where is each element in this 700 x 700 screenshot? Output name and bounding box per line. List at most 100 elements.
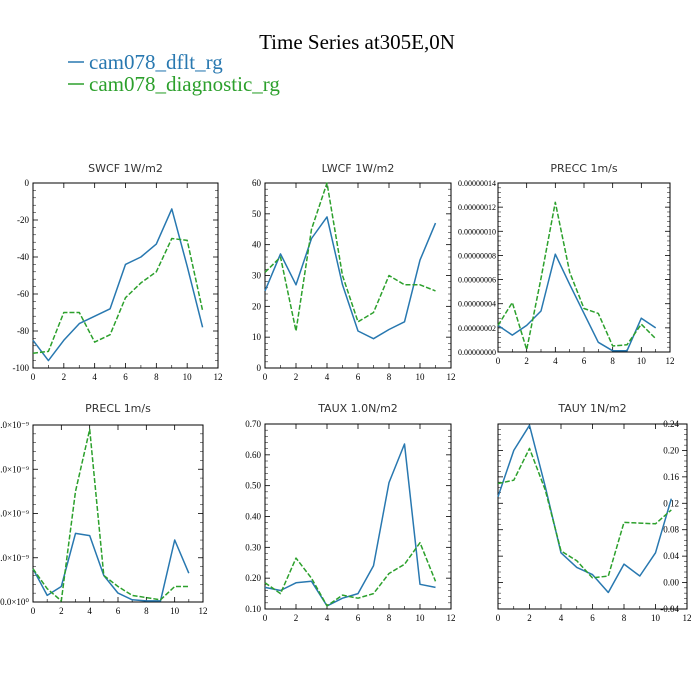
precl-plot-frame <box>32 424 204 603</box>
tauy-xtick-label: 4 <box>559 613 564 623</box>
tauy-xtick-label: 10 <box>651 613 661 623</box>
lwcf-xtick-label: 0 <box>263 372 268 382</box>
lwcf-xtick-label: 6 <box>356 372 361 382</box>
lwcf-ytick-label: 20 <box>252 301 262 311</box>
taux-series-dflt-line <box>264 443 436 607</box>
precc-xtick-label: 4 <box>553 356 558 366</box>
panel-taux: TAUX 1.0N/m2 0 2 4 6 8 10 12 0.10 0.20 0.30 0.40 0.5… <box>245 402 455 623</box>
swcf-title: SWCF 1W/m2 <box>88 162 163 175</box>
tauy-ytick-label: 0.24 <box>663 419 679 429</box>
tauy-ytick-label: 0.12 <box>663 498 679 508</box>
panel-lwcf: LWCF 1W/m2 0 2 4 6 8 10 12 0 10 20 30 40 50 60 <box>252 162 456 382</box>
taux-ytick-label: 0.10 <box>245 604 261 614</box>
taux-ytick-label: 0.70 <box>245 419 261 429</box>
precl-ytick-label: 6.0×10⁻⁹ <box>0 464 29 474</box>
precc-ytick-label: 0.00000008 <box>458 251 496 260</box>
legend: cam078_dflt_rg cam078_diagnostic_rg <box>68 50 280 96</box>
panel-precl: PRECL 1m/s 0 2 4 6 8 10 12 0.0×10⁰ 2.0×10⁻⁹ 4.0×10… <box>0 402 208 616</box>
tauy-ytick-label: 0.04 <box>663 551 679 561</box>
precl-xtick-label: 4 <box>87 606 92 616</box>
swcf-series-dflt-line <box>32 208 204 362</box>
lwcf-xtick-label: 8 <box>387 372 392 382</box>
taux-xtick-label: 4 <box>325 613 330 623</box>
precc-ytick-label: 0.00000002 <box>458 324 496 333</box>
precc-ytick-label: 0.00000006 <box>458 276 496 285</box>
precc-ytick-label: 0.00000004 <box>458 300 496 309</box>
tauy-series-dflt-line <box>497 424 673 594</box>
swcf-xtick-label: 10 <box>183 372 193 382</box>
swcf-ytick-label: 0 <box>25 178 30 188</box>
panel-tauy: TAUY 1N/m2 0 2 4 6 8 10 12 -0.04 0.00 0.04 0.08 0.12… <box>496 402 692 623</box>
lwcf-ytick-label: 40 <box>252 240 262 250</box>
precl-xtick-label: 2 <box>59 606 64 616</box>
panel-swcf: SWCF 1W/m2 0 2 4 6 8 10 12 -100 -80 -60 -40 -20 0 <box>13 162 223 382</box>
precc-xtick-label: 6 <box>582 356 587 366</box>
precl-ytick-label: 0.0×10⁰ <box>0 597 29 607</box>
lwcf-xtick-label: 4 <box>325 372 330 382</box>
precc-xtick-label: 0 <box>496 356 501 366</box>
precl-series-diagnostic-line <box>32 428 189 602</box>
swcf-xtick-label: 0 <box>31 372 36 382</box>
precl-xtick-label: 6 <box>116 606 121 616</box>
precc-series-diagnostic-line <box>497 201 657 351</box>
tauy-xtick-label: 12 <box>683 613 692 623</box>
taux-plot-frame <box>264 423 452 610</box>
tauy-ytick-label: 0.16 <box>663 472 679 482</box>
tauy-xtick-label: 2 <box>527 613 532 623</box>
taux-xtick-label: 6 <box>356 613 361 623</box>
swcf-ytick-label: -60 <box>17 289 29 299</box>
taux-xtick-label: 12 <box>447 613 456 623</box>
lwcf-plot-frame <box>264 182 452 369</box>
precl-xtick-label: 12 <box>199 606 208 616</box>
lwcf-ytick-label: 10 <box>252 332 262 342</box>
swcf-xtick-label: 4 <box>92 372 97 382</box>
swcf-ytick-label: -100 <box>13 363 30 373</box>
lwcf-series-diagnostic-line <box>264 182 436 332</box>
precl-ytick-label: 4.0×10⁻⁹ <box>0 509 29 519</box>
precl-ytick-label: 8.0×10⁻⁹ <box>0 420 29 430</box>
taux-xtick-label: 10 <box>416 613 426 623</box>
precl-xtick-label: 10 <box>170 606 180 616</box>
taux-xtick-label: 8 <box>387 613 392 623</box>
precc-ytick-label: 0.00000012 <box>458 203 496 212</box>
tauy-series-diagnostic-line <box>497 447 672 579</box>
figure-title: Time Series at305E,0N <box>259 30 455 54</box>
lwcf-ytick-label: 60 <box>252 178 262 188</box>
tauy-title: TAUY 1N/m2 <box>557 402 626 415</box>
swcf-ytick-label: -20 <box>17 215 29 225</box>
precl-series-dflt-line <box>32 532 190 602</box>
precc-title: PRECC 1m/s <box>550 162 618 175</box>
swcf-series-diagnostic-line <box>32 237 204 354</box>
precl-xtick-label: 0 <box>31 606 36 616</box>
lwcf-title: LWCF 1W/m2 <box>322 162 395 175</box>
taux-ytick-label: 0.30 <box>245 542 261 552</box>
tauy-ytick-label: -0.04 <box>660 604 679 614</box>
taux-ytick-label: 0.50 <box>245 481 261 491</box>
tauy-xtick-label: 8 <box>622 613 627 623</box>
swcf-ytick-label: -80 <box>17 326 29 336</box>
tauy-xtick-label: 6 <box>590 613 595 623</box>
tauy-ytick-label: 0.08 <box>663 525 679 535</box>
precc-xtick-label: 8 <box>610 356 615 366</box>
panels-grid: SWCF 1W/m20 2 4 6 8 10 12-100-80-60-40-200LWCF… <box>0 162 692 623</box>
precl-title: PRECL 1m/s <box>85 402 151 415</box>
swcf-xtick-label: 6 <box>123 372 128 382</box>
legend-label-diagnostic: cam078_diagnostic_rg <box>89 72 280 96</box>
lwcf-ytick-label: 50 <box>252 209 262 219</box>
precc-ytick-label: 0.00000014 <box>458 179 496 188</box>
legend-label-dflt: cam078_dflt_rg <box>89 50 223 74</box>
taux-ytick-label: 0.60 <box>245 450 261 460</box>
taux-series-diagnostic-line <box>264 541 437 607</box>
taux-xtick-label: 2 <box>294 613 299 623</box>
taux-ytick-label: 0.20 <box>245 573 261 583</box>
precl-ytick-label: 2.0×10⁻⁹ <box>0 553 29 563</box>
taux-xtick-label: 0 <box>263 613 268 623</box>
lwcf-ytick-label: 30 <box>252 271 262 281</box>
taux-title: TAUX 1.0N/m2 <box>317 402 398 415</box>
lwcf-xtick-label: 10 <box>416 372 426 382</box>
tauy-ytick-label: 0.20 <box>663 445 679 455</box>
tauy-plot-frame <box>497 423 688 610</box>
tauy-xtick-label: 0 <box>496 613 501 623</box>
precc-ytick-label: 0.00000010 <box>458 227 496 236</box>
